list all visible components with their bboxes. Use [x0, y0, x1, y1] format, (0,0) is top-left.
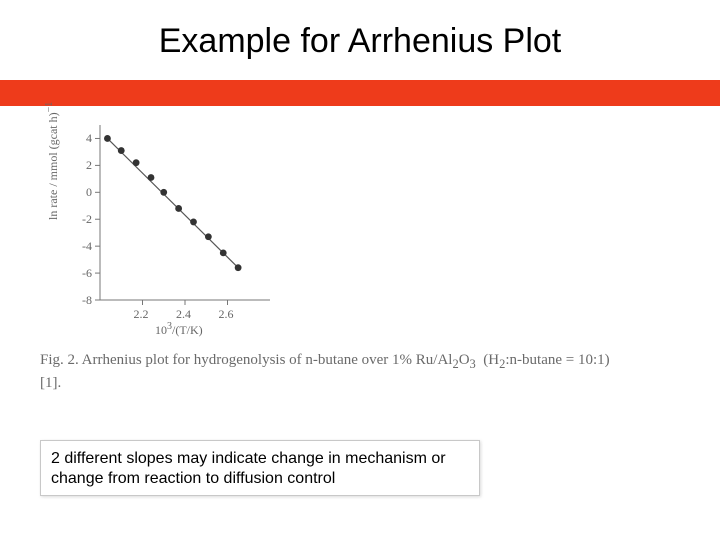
x-tick-label: 2.4: [176, 307, 191, 322]
x-axis-label: 103/(T/K): [155, 321, 203, 338]
slide: Example for Arrhenius Plot ln rate / mmo…: [0, 0, 720, 540]
y-tick-label: -6: [82, 266, 92, 281]
y-tick-label: 2: [86, 158, 92, 173]
y-tick-label: -2: [82, 212, 92, 227]
x-tick-label: 2.6: [219, 307, 234, 322]
x-tick-label: 2.2: [134, 307, 149, 322]
slide-title: Example for Arrhenius Plot: [0, 22, 720, 61]
y-tick-label: 0: [86, 185, 92, 200]
note-box: 2 different slopes may indicate change i…: [40, 440, 480, 496]
y-tick-label: 4: [86, 131, 92, 146]
y-tick-label: -8: [82, 293, 92, 308]
arrhenius-chart: ln rate / mmol (gcat h)−1 103/(T/K) -8-6…: [50, 120, 310, 335]
y-axis-label: ln rate / mmol (gcat h)−1: [44, 102, 61, 220]
figure-area: ln rate / mmol (gcat h)−1 103/(T/K) -8-6…: [40, 120, 680, 390]
figure-caption: Fig. 2. Arrhenius plot for hydrogenolysi…: [40, 350, 680, 393]
accent-divider: [0, 80, 720, 106]
y-tick-label: -4: [82, 239, 92, 254]
